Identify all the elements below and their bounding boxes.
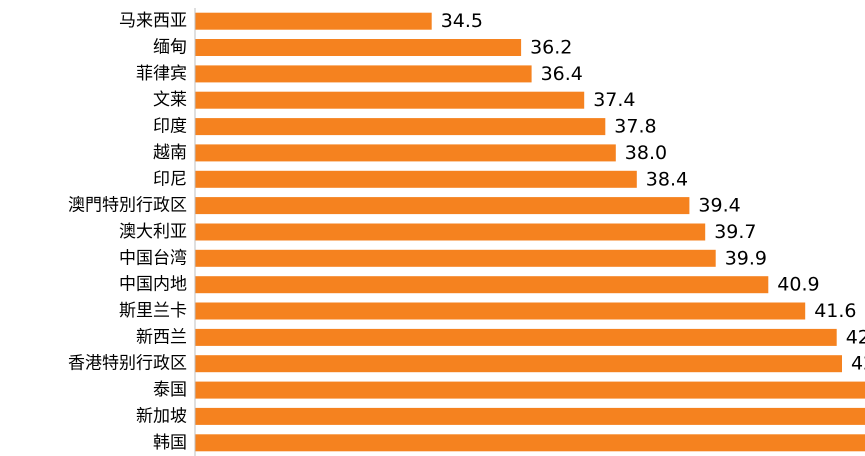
bar bbox=[195, 434, 865, 452]
category-label: 中国内地 bbox=[119, 275, 187, 295]
category-label: 韩国 bbox=[153, 433, 187, 453]
bar bbox=[195, 381, 865, 399]
bars-group bbox=[195, 12, 865, 452]
bar bbox=[195, 407, 865, 425]
category-label: 印尼 bbox=[153, 169, 187, 189]
bar bbox=[195, 118, 606, 136]
category-label: 菲律宾 bbox=[136, 64, 187, 84]
bar bbox=[195, 170, 637, 188]
value-label: 36.2 bbox=[530, 37, 572, 59]
value-label: 34.5 bbox=[441, 10, 483, 32]
value-label: 37.4 bbox=[593, 89, 635, 111]
bar bbox=[195, 65, 532, 83]
category-label: 香港特别行政区 bbox=[68, 354, 187, 374]
category-label: 泰国 bbox=[153, 380, 187, 400]
category-labels-group: 马来西亚缅甸菲律宾文莱印度越南印尼澳門特別行政区澳大利亚中国台湾中国内地斯里兰卡… bbox=[68, 11, 187, 453]
category-label: 文莱 bbox=[153, 90, 187, 110]
category-label: 斯里兰卡 bbox=[119, 301, 187, 321]
bar bbox=[195, 91, 585, 109]
value-label: 39.4 bbox=[698, 195, 740, 217]
category-label: 澳大利亚 bbox=[119, 222, 187, 242]
bar bbox=[195, 144, 616, 162]
bar bbox=[195, 276, 769, 294]
bar bbox=[195, 328, 837, 346]
value-label: 38.0 bbox=[625, 142, 667, 164]
value-labels-group: 34.5 36.2 36.4 37.4 37.8 38.0 38.4 39.4 39.7 39.9… bbox=[441, 10, 865, 375]
category-label: 新西兰 bbox=[136, 327, 187, 347]
bar bbox=[195, 355, 842, 373]
category-label: 越南 bbox=[153, 143, 187, 163]
value-label: 38.4 bbox=[646, 168, 688, 190]
value-label: 41.6 bbox=[814, 300, 856, 322]
bar bbox=[195, 12, 432, 30]
category-label: 印度 bbox=[153, 117, 187, 137]
bar bbox=[195, 302, 806, 320]
value-label: 36.4 bbox=[541, 63, 583, 85]
value-label: 40.9 bbox=[777, 274, 819, 296]
category-label: 新加坡 bbox=[136, 406, 187, 426]
bar bbox=[195, 197, 690, 215]
category-label: 澳門特別行政区 bbox=[68, 196, 187, 216]
value-label: 42.3 bbox=[851, 353, 865, 375]
value-label: 39.9 bbox=[725, 247, 767, 269]
value-label: 42.2 bbox=[846, 326, 865, 348]
bar bbox=[195, 223, 706, 241]
bar bbox=[195, 249, 716, 267]
bar bbox=[195, 39, 522, 56]
category-label: 马来西亚 bbox=[119, 11, 187, 31]
value-label: 39.7 bbox=[714, 221, 756, 243]
category-label: 中国台湾 bbox=[119, 248, 187, 268]
category-label: 缅甸 bbox=[153, 38, 187, 58]
value-label: 37.8 bbox=[614, 116, 656, 138]
